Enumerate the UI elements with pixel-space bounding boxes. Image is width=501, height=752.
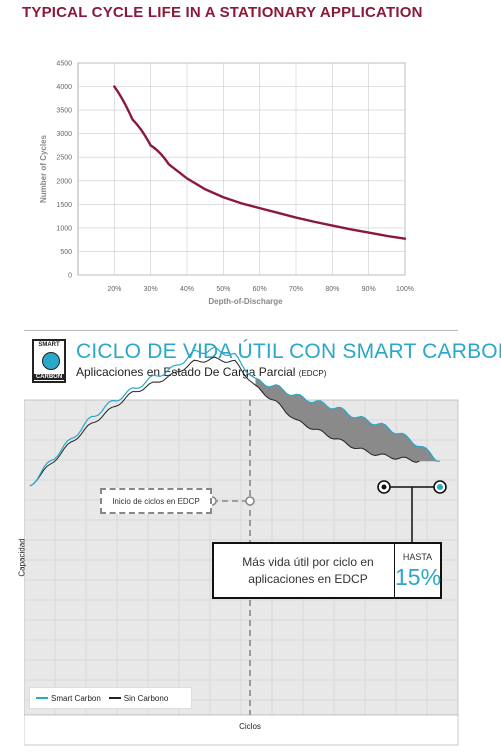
y-tick-label: 3500: [56, 108, 72, 115]
y-axis-band: [0, 400, 24, 745]
logo-bottom-text: CARBON: [34, 374, 64, 380]
y-tick-label: 1500: [56, 202, 72, 209]
top-chart-title: TYPICAL CYCLE LIFE IN A STATIONARY APPLI…: [22, 4, 423, 21]
cycle-life-chart: 0 500 1000 1500 2000 2500 3000 3500 4000 4500 20% 3…: [39, 61, 414, 307]
y-axis-label: Number of Cycles: [39, 134, 48, 203]
smart-carbon-logo: SMART CARBON: [32, 339, 66, 383]
x-tick-label: 70%: [289, 286, 303, 293]
bottom-chart-title: CICLO DE VIDA ÚTIL CON SMART CARBON: [76, 340, 501, 363]
y-tick-label: 4500: [56, 61, 72, 68]
logo-circle-icon: [42, 352, 60, 370]
subtitle-small: (EDCP): [298, 369, 327, 378]
end-marker-sin-dot: [381, 484, 387, 490]
legend-swatch-smart: [36, 697, 48, 699]
y-tick-label: 4000: [56, 84, 72, 91]
x-tick-label: 100%: [396, 286, 414, 293]
callout-text: Más vida útil por ciclo en aplicaciones …: [242, 555, 374, 586]
legend-sin-carbono: Sin Carbono: [108, 693, 169, 703]
start-marker-right: [245, 496, 255, 506]
smart-carbon-line: [29, 346, 441, 487]
y-tick-label: 0: [68, 273, 72, 280]
chart-legend: Smart Carbon Sin Carbono: [29, 687, 192, 709]
y-tick-label: 3000: [56, 131, 72, 138]
y-axis-label-capacity: Capacidad: [17, 538, 27, 577]
legend-swatch-sin: [108, 697, 121, 699]
y-tick-label: 2500: [56, 155, 72, 162]
x-axis-label-cycles: Ciclos: [239, 722, 261, 731]
x-tick-label: 30%: [144, 286, 158, 293]
end-marker-smart-dot: [437, 484, 443, 490]
x-tick-label: 90%: [362, 286, 376, 293]
y-tick-label: 500: [60, 249, 72, 256]
benefit-callout: Más vida útil por ciclo en aplicaciones …: [212, 542, 442, 599]
callout-percent: 15%: [395, 564, 442, 590]
x-axis-band: [23, 714, 459, 746]
x-axis-label: Depth-of-Discharge: [208, 297, 283, 306]
header-divider: [24, 330, 458, 331]
legend-smart-carbon: Smart Carbon: [36, 694, 101, 703]
x-tick-label: 80%: [325, 286, 339, 293]
logo-top-text: SMART: [38, 342, 60, 348]
callout-separator: [394, 544, 395, 597]
y-tick-label: 2000: [56, 178, 72, 185]
legend-smart-label: Smart Carbon: [51, 693, 101, 703]
sin-carbono-line: [29, 356, 420, 487]
x-tick-label: 40%: [180, 286, 194, 293]
x-tick-label: 50%: [216, 286, 230, 293]
legend-sin-label: Sin Carbono: [123, 693, 169, 703]
start-cycles-label: Inicio de ciclos en EDCP: [100, 488, 212, 514]
x-tick-label: 20%: [107, 286, 121, 293]
difference-area: [255, 378, 440, 463]
callout-hasta: HASTA: [402, 552, 433, 562]
x-tick-label: 60%: [253, 286, 267, 293]
y-tick-label: 1000: [56, 225, 72, 232]
